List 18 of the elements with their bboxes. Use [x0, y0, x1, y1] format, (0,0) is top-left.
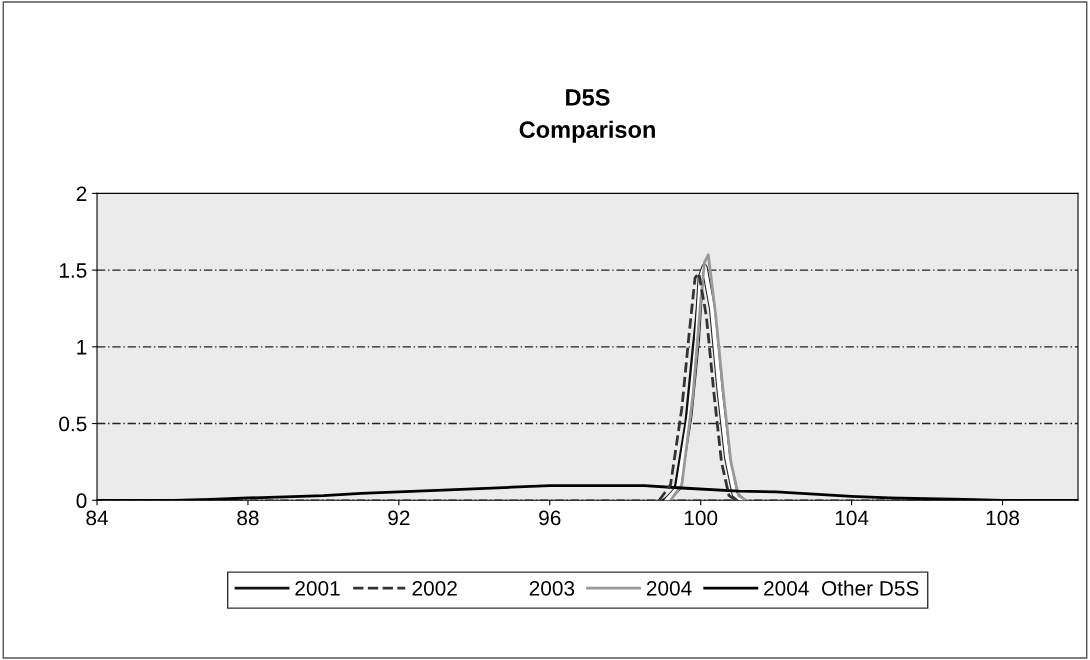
legend-label: 2002 [412, 580, 457, 596]
x-tick-label: 104 [835, 510, 869, 526]
x-tick-label: 100 [684, 510, 718, 526]
x-tick-label: 96 [539, 510, 561, 526]
x-tick-label: 84 [86, 510, 108, 526]
x-tick-label: 88 [237, 510, 259, 526]
x-tick-label: 108 [986, 510, 1020, 526]
text: 2003 [529, 580, 575, 596]
legend-label: 2001 [295, 580, 340, 596]
x-tick-label: 92 [388, 510, 410, 526]
y-tick-label: 1.5 [59, 263, 87, 278]
chart-title: D5S Comparison [519, 89, 655, 143]
y-tick-label: 2 [76, 186, 87, 201]
legend-label: 2004 Other D5S [764, 580, 919, 596]
y-tick-label: 0 [76, 493, 87, 509]
legend-label: 2004 [646, 580, 692, 596]
y-tick-label: 1 [77, 340, 87, 355]
y-tick-label: 0.5 [59, 416, 87, 432]
